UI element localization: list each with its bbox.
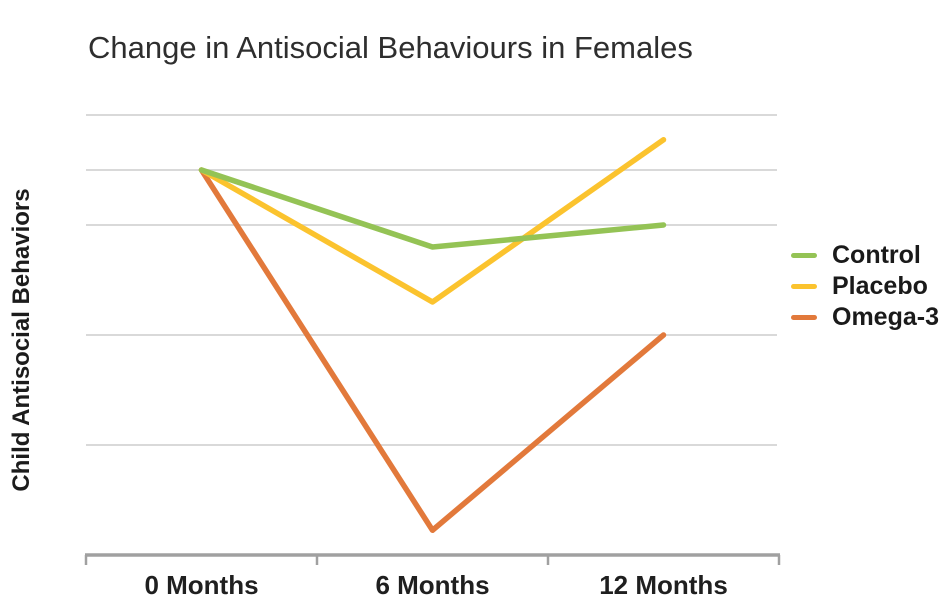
omega3-line-swatch-icon	[791, 314, 817, 320]
series-line-placebo	[198, 137, 667, 305]
legend-item-placebo: Placebo	[791, 272, 939, 300]
legend-label: Control	[832, 240, 921, 269]
series-line-control	[198, 167, 667, 250]
x-tick-label-6-months: 6 Months	[375, 570, 490, 600]
legend: Control Placebo Omega-3	[791, 241, 939, 331]
y-axis-label: Child Antisocial Behaviors	[8, 188, 35, 492]
legend-label: Placebo	[832, 271, 928, 300]
placebo-line-swatch-icon	[791, 283, 817, 289]
legend-label: Omega-3	[832, 302, 939, 331]
control-line-swatch-icon	[791, 252, 817, 258]
x-tick-label-0-months: 0 Months	[144, 570, 259, 600]
chart-title: Change in Antisocial Behaviours in Femal…	[88, 30, 693, 65]
x-tick-label-12-months: 12 Months	[599, 570, 728, 600]
legend-item-omega3: Omega-3	[791, 303, 939, 331]
series-line-omega-3	[198, 167, 667, 533]
legend-item-control: Control	[791, 241, 939, 269]
